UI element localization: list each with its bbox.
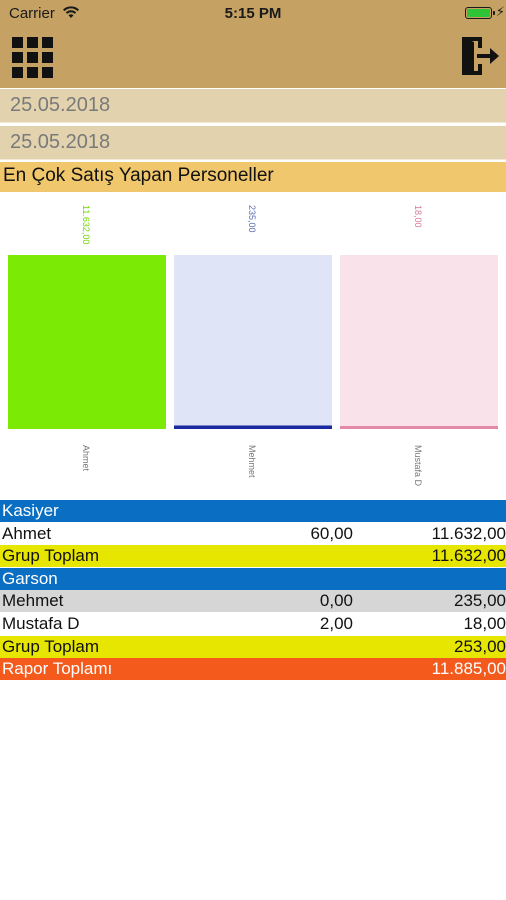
row-label: Ahmet [2,523,52,543]
start-date-field[interactable]: 25.05.2018 [0,89,506,123]
section-title: En Çok Satış Yapan Personeller [0,162,506,192]
group-total-row: Grup Toplam 253,00 [0,635,506,658]
row-label: Grup Toplam [2,636,100,656]
row-label: Grup Toplam [2,546,100,566]
row-amount: 11.885,00 [431,659,506,679]
bar-mehmet[interactable] [174,255,332,429]
row-label: Mustafa D [2,614,80,633]
bar-category-label: Mehmet [247,445,257,478]
row-label: Kasiyer [2,501,59,520]
group-header-row: Garson [0,567,506,590]
wifi-icon [62,5,80,23]
end-date-field[interactable]: 25.05.2018 [0,126,506,160]
status-bar: Carrier 5:15 PM ⚡ [0,0,506,26]
grid-menu-icon [12,37,53,78]
table-row: Mehmet 0,00 235,00 [0,590,506,613]
report-total-row: Rapor Toplamı 11.885,00 [0,658,506,681]
row-amount: 11.632,00 [431,546,506,566]
row-label: Mehmet [2,591,64,611]
bar-value-label: 11.632,00 [81,205,91,244]
bar-value-label: 235,00 [247,205,257,233]
row-amount: 11.632,00 [431,523,506,543]
table-row: Mustafa D 2,00 18,00 [0,613,506,635]
logout-button[interactable] [460,36,500,76]
row-label: Rapor Toplamı [2,659,113,679]
top-bar: Carrier 5:15 PM ⚡ [0,0,506,88]
charging-icon: ⚡ [495,4,505,19]
row-quantity: 0,00 [319,591,353,611]
carrier-label: Carrier [9,5,55,22]
bar-mustafa-d[interactable] [340,255,498,429]
grid-menu-button[interactable] [12,37,53,78]
clock-time: 5:15 PM [224,5,282,22]
bar-category-label: Ahmet [81,445,91,472]
row-quantity: 60,00 [310,523,353,543]
table-row: Ahmet 60,00 11.632,00 [0,522,506,545]
row-amount: 235,00 [454,591,506,611]
row-quantity: 2,00 [319,614,353,633]
group-total-row: Grup Toplam 11.632,00 [0,545,506,568]
bar-fill-mehmet [174,425,332,429]
logout-icon [462,37,499,75]
battery-icon [465,7,495,19]
bar-category-label: Mustafa D [413,445,423,487]
bar-value-label: 18,00 [413,205,423,228]
row-label: Garson [2,568,58,588]
row-amount: 18,00 [463,614,506,633]
bar-fill-ahmet [8,255,166,429]
sales-bar-chart: 11.632,00 Ahmet 235,00 Mehmet 18,00 Mustafa D [8,205,498,487]
row-amount: 253,00 [454,636,506,656]
group-header-row: Kasiyer [0,500,506,522]
bar-fill-mustafa-d [340,426,498,429]
